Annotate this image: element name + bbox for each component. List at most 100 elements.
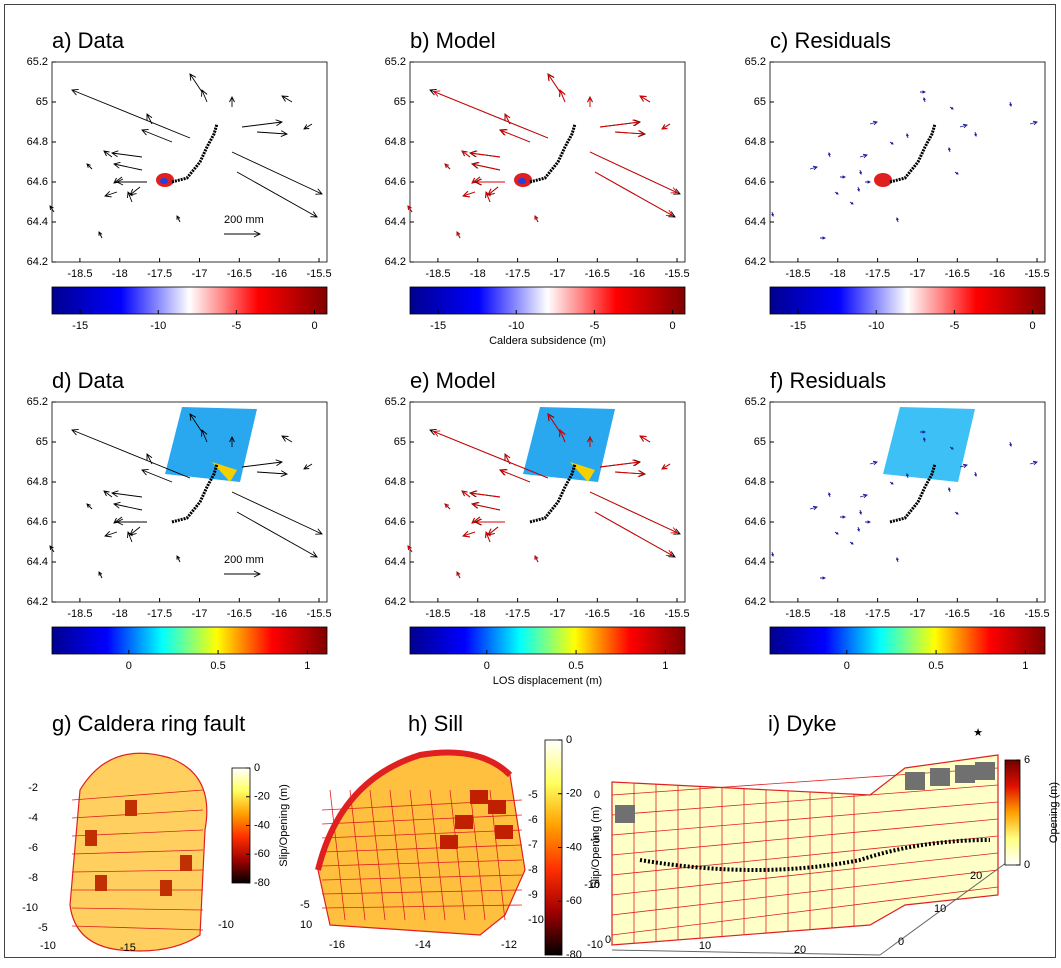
arrows: [407, 413, 681, 579]
gps-arrow: [559, 429, 566, 443]
dyke: [889, 123, 937, 184]
patch: [180, 855, 192, 871]
mesh: [321, 889, 523, 895]
gps-arrow: [499, 129, 531, 143]
mesh: [71, 809, 204, 819]
x-tick-label: -17.5: [505, 268, 530, 280]
colorbar-tick-label: -60: [566, 895, 582, 907]
z-tick-label: 0: [594, 789, 600, 801]
y-tick-label: 64.6: [385, 176, 406, 188]
colorbar: [51, 626, 328, 655]
y-tick-label: 64.8: [27, 136, 48, 148]
gps-arrow: [954, 171, 959, 175]
gps-arrow: [113, 161, 143, 171]
gps-arrow: [859, 509, 862, 515]
gps-arrow: [809, 505, 818, 511]
gps-arrow: [865, 180, 872, 184]
insar-patch: [523, 407, 615, 482]
colorbar-tick-label: -10: [868, 320, 884, 332]
gps-arrow: [639, 95, 651, 103]
y-tick-label: 65.2: [385, 396, 406, 408]
x-tick-label: -5: [38, 922, 48, 934]
x-tick-label: -18.5: [67, 268, 92, 280]
y-tick-label: -10: [528, 914, 544, 926]
patch: [85, 830, 97, 846]
colorbar-tick-label: 0: [484, 660, 490, 672]
mesh: [369, 789, 386, 921]
gps-arrow: [485, 531, 491, 543]
x-tick-label: -17.5: [865, 268, 890, 280]
x-tick-label: -18: [830, 268, 846, 280]
x-tick-label: -16: [329, 939, 345, 951]
mesh: [429, 789, 446, 921]
gps-arrow: [111, 150, 143, 158]
gps-arrow: [461, 150, 471, 158]
panel-title: f) Residuals: [770, 368, 886, 393]
arrows: [771, 430, 1038, 580]
panel-title: b) Model: [410, 28, 496, 53]
y-tick-label: -15: [120, 942, 136, 954]
colorbar-tick-label: -5: [589, 320, 599, 332]
gps-arrow: [111, 490, 143, 498]
y-tick-label: 64.6: [385, 516, 406, 528]
gps-arrow: [71, 429, 191, 479]
mesh: [71, 849, 204, 855]
caldera: [874, 173, 892, 187]
gps-arrow: [461, 490, 471, 498]
colorbar-label: Slip/Opening (m): [278, 784, 290, 867]
x-tick-label: -16.5: [227, 268, 252, 280]
gps-arrow: [49, 205, 55, 213]
colorbar-tick-label: 0: [669, 320, 675, 332]
y-tick-label: 64.4: [27, 216, 48, 228]
gps-arrow: [859, 493, 868, 499]
gps-arrow: [146, 453, 153, 465]
patch: [440, 835, 458, 849]
y-tick-label: 10: [934, 903, 946, 915]
colorbar: [409, 286, 686, 315]
y-tick-label: 64.2: [27, 256, 48, 268]
gps-arrow: [469, 150, 501, 158]
y-tick-label: 64.6: [27, 516, 48, 528]
gps-arrow: [820, 236, 827, 240]
gps-arrow: [444, 503, 451, 510]
gps-arrow: [954, 511, 959, 515]
x-tick-label: -18.5: [425, 268, 450, 280]
arrows: [49, 413, 323, 579]
y-tick-label: -10: [218, 919, 234, 931]
x-tick-label: -18: [470, 268, 486, 280]
z-tick-label: 10: [300, 919, 312, 931]
patch: [125, 800, 137, 816]
x-tick-label: -17: [550, 608, 566, 620]
gps-arrow: [599, 119, 640, 128]
panel-title: i) Dyke: [768, 711, 836, 736]
gps-arrow: [771, 211, 774, 217]
gps-arrow: [189, 413, 203, 433]
caldera-core: [518, 178, 526, 184]
y-tick-label: 64.6: [27, 176, 48, 188]
mesh: [611, 852, 999, 896]
gps-arrow: [504, 453, 511, 465]
z-tick-label: -10: [584, 879, 600, 891]
gps-arrow: [1029, 120, 1038, 126]
colorbar-tick-label: 0: [566, 734, 572, 746]
dyke: [529, 463, 577, 524]
gps-arrow: [923, 97, 926, 103]
x-tick-label: -18: [830, 608, 846, 620]
mesh: [611, 801, 999, 836]
x-tick-label: -16.5: [585, 608, 610, 620]
x-tick-label: -18: [112, 268, 128, 280]
x-tick-label: -15.5: [306, 608, 331, 620]
colorbar-tick-label: -80: [566, 949, 582, 961]
gps-arrow: [840, 515, 847, 519]
colorbar-tick-label: -20: [566, 788, 582, 800]
gps-arrow: [547, 73, 561, 93]
gps-arrow: [104, 190, 118, 198]
y-tick-label: 64.8: [27, 476, 48, 488]
panel-title: g) Caldera ring fault: [52, 711, 245, 736]
gps-arrow: [224, 230, 262, 238]
y-tick-label: 64.8: [385, 476, 406, 488]
panel-title: a) Data: [52, 28, 125, 53]
mesh: [389, 789, 406, 921]
gps-arrow: [146, 113, 153, 125]
gps-arrow: [462, 190, 476, 198]
